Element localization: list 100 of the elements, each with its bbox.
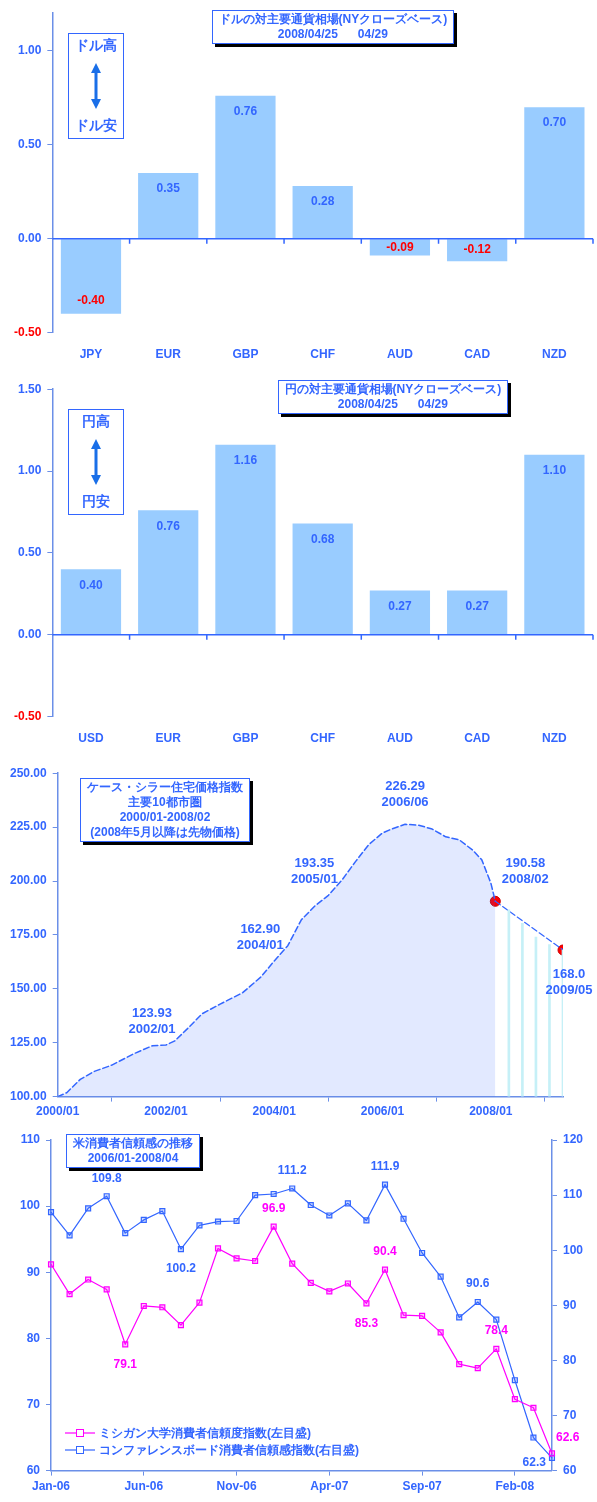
point <box>103 1286 110 1293</box>
point <box>437 1329 444 1336</box>
x-tick-label: 2000/01 <box>36 1104 80 1119</box>
y-tick-label: 1.00 <box>17 463 42 478</box>
x-tick-label: CAD <box>464 731 491 746</box>
x-tick-label: Jun-06 <box>124 1479 164 1494</box>
point <box>437 1273 444 1280</box>
x-tick-label: EUR <box>155 347 182 362</box>
annotation: 162.90 2004/01 <box>236 920 284 952</box>
point <box>307 1201 314 1209</box>
data-label: 111.9 <box>370 1158 400 1173</box>
data-label: -0.12 <box>463 242 492 257</box>
x-tick-label: NZD <box>542 347 568 362</box>
y-tick-label: -0.50 <box>13 324 42 339</box>
data-label: 90.6 <box>466 1276 490 1291</box>
chart-title: 米消費者信頼感の推移 <box>73 1136 193 1151</box>
annotation: 円高 <box>82 413 111 432</box>
y-tick-label: 200.00 <box>10 873 48 888</box>
point <box>140 1216 147 1223</box>
point <box>307 1279 314 1286</box>
point <box>400 1215 407 1222</box>
point <box>381 1266 389 1273</box>
point <box>177 1322 184 1329</box>
data-label: -0.40 <box>77 293 105 308</box>
data-label: 0.76 <box>233 104 258 119</box>
bar <box>292 186 353 239</box>
point <box>196 1299 203 1306</box>
point <box>270 1223 277 1230</box>
y-tick-label: 0.00 <box>17 230 42 245</box>
point <box>326 1212 333 1219</box>
data-label: 85.3 <box>354 1315 379 1330</box>
x-tick-label: USD <box>78 731 104 746</box>
point <box>548 1450 556 1457</box>
y-tick-label: 225.00 <box>10 819 48 834</box>
annotation: ドル安 <box>75 117 118 136</box>
point <box>214 1245 222 1252</box>
data-label: 62.6 <box>555 1429 580 1444</box>
annotation: ドル高 <box>75 37 118 56</box>
data-label: 0.27 <box>388 598 412 613</box>
x-tick-label: AUD <box>386 347 414 362</box>
point <box>122 1341 129 1348</box>
y-tick-label: -0.50 <box>13 708 42 723</box>
data-label: 90.4 <box>373 1243 397 1258</box>
point <box>530 1434 537 1441</box>
bar <box>215 95 276 239</box>
y2-tick-label: 120 <box>562 1132 584 1147</box>
point <box>66 1290 73 1298</box>
y-tick-label: 125.00 <box>10 1035 48 1050</box>
y-tick-label: 1.00 <box>17 43 42 58</box>
y2-tick-label: 100 <box>562 1242 584 1257</box>
x-tick-label: NZD <box>542 731 568 746</box>
point <box>419 1312 426 1319</box>
point <box>177 1246 184 1253</box>
x-tick-label: AUD <box>386 731 414 746</box>
bar <box>138 172 199 239</box>
point <box>474 1298 481 1306</box>
point <box>103 1193 110 1200</box>
y2-tick-label: 80 <box>562 1352 577 1367</box>
y-tick-label: 100.00 <box>10 1088 48 1103</box>
data-label: 0.70 <box>542 115 567 130</box>
text: 2008/04/25 04/29 <box>336 397 449 412</box>
point <box>363 1217 370 1224</box>
point <box>381 1181 389 1188</box>
point <box>363 1300 370 1307</box>
point <box>159 1304 166 1311</box>
point <box>474 1365 481 1372</box>
point <box>252 1192 259 1199</box>
point <box>270 1190 277 1198</box>
x-tick-label: Apr-07 <box>310 1479 349 1494</box>
y-tick-label: 250.00 <box>10 765 48 780</box>
point <box>196 1222 203 1229</box>
x-tick-label: CAD <box>464 347 491 362</box>
point <box>400 1312 407 1319</box>
bar <box>447 590 508 635</box>
y-tick-label: 0.50 <box>17 545 42 560</box>
text: ケース・シラー住宅価格指数 <box>87 780 243 795</box>
data-label: 109.8 <box>91 1170 123 1185</box>
annotation: 193.35 2005/01 <box>290 854 338 886</box>
text: 主要10都市圏 2000/01-2008/02 (2008年5月以降は先物価格) <box>89 795 241 840</box>
point <box>493 1345 500 1353</box>
point <box>326 1288 333 1295</box>
point <box>289 1260 296 1267</box>
data-label: 0.40 <box>79 577 103 592</box>
point <box>419 1249 426 1257</box>
y-tick-label: 0.50 <box>17 137 42 152</box>
y-tick-label: 110 <box>20 1132 41 1147</box>
x-tick-label: JPY <box>79 347 103 362</box>
point <box>233 1255 240 1262</box>
point <box>344 1200 351 1207</box>
data-label: 0.35 <box>156 181 181 196</box>
point <box>122 1230 129 1237</box>
point <box>47 1261 55 1268</box>
x-tick-label: Feb-08 <box>495 1479 535 1494</box>
point <box>159 1208 166 1215</box>
point <box>456 1314 463 1321</box>
bar <box>60 239 122 314</box>
y2-tick-label: 70 <box>562 1407 577 1422</box>
point <box>214 1218 222 1225</box>
data-label: 0.28 <box>311 194 335 209</box>
chart-title: ドルの対主要通貨相場(NYクローズベース) <box>218 12 448 27</box>
